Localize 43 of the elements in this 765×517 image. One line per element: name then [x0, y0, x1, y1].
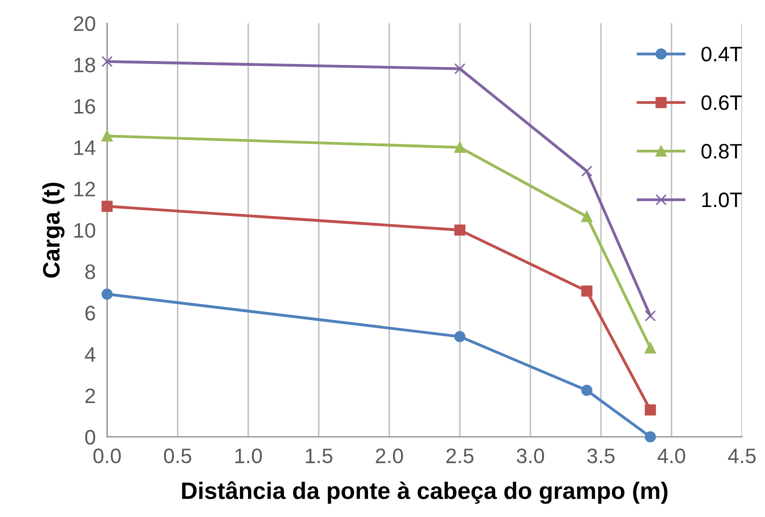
point [454, 331, 466, 342]
x-tick-label: 2.5 [446, 448, 474, 464]
point [102, 288, 113, 300]
x-tick-label: 3.0 [516, 448, 544, 464]
point [102, 56, 113, 68]
point [644, 404, 656, 416]
x-tick-label: 1.5 [306, 448, 332, 464]
legend-label: 0.6T [701, 95, 742, 110]
x-tick-label: 3.5 [587, 448, 615, 464]
point [644, 310, 656, 322]
point [454, 142, 466, 153]
y-tick-label: 6 [85, 306, 96, 321]
point [581, 286, 592, 297]
x-tick-label: 4.0 [658, 448, 686, 464]
y-tick-label: 0 [85, 430, 96, 445]
legend-label: 0.4T [701, 46, 742, 62]
x-tick-label: 4.5 [728, 448, 756, 464]
point [454, 63, 466, 74]
point [581, 384, 592, 396]
point [644, 431, 656, 442]
y-tick-label: 18 [74, 58, 96, 72]
legend-label: 1.0T [702, 192, 742, 208]
legend-label: 0.8T [701, 144, 742, 159]
x-tick-label: 0.0 [93, 448, 121, 464]
point [581, 166, 592, 177]
x-tick-label: 2.0 [376, 448, 403, 464]
y-axis-title: Carga (t) [42, 182, 64, 278]
y-tick-label: 8 [85, 264, 96, 280]
y-tick-label: 14 [74, 140, 96, 155]
x-tick-label: 0.5 [164, 448, 192, 464]
y-tick-label: 12 [74, 182, 95, 196]
point [454, 224, 466, 236]
y-tick-label: 16 [74, 98, 96, 114]
x-axis-title: Distância da ponte à cabeça do grampo (m) [182, 481, 668, 504]
point [581, 211, 592, 222]
x-tick-label: 1.0 [235, 448, 262, 464]
point [102, 200, 113, 212]
y-tick-label: 20 [74, 16, 96, 32]
y-tick-label: 10 [74, 223, 96, 238]
y-tick-label: 2 [85, 388, 95, 404]
point [102, 130, 113, 142]
point [644, 342, 656, 354]
y-tick-label: 4 [84, 347, 96, 362]
